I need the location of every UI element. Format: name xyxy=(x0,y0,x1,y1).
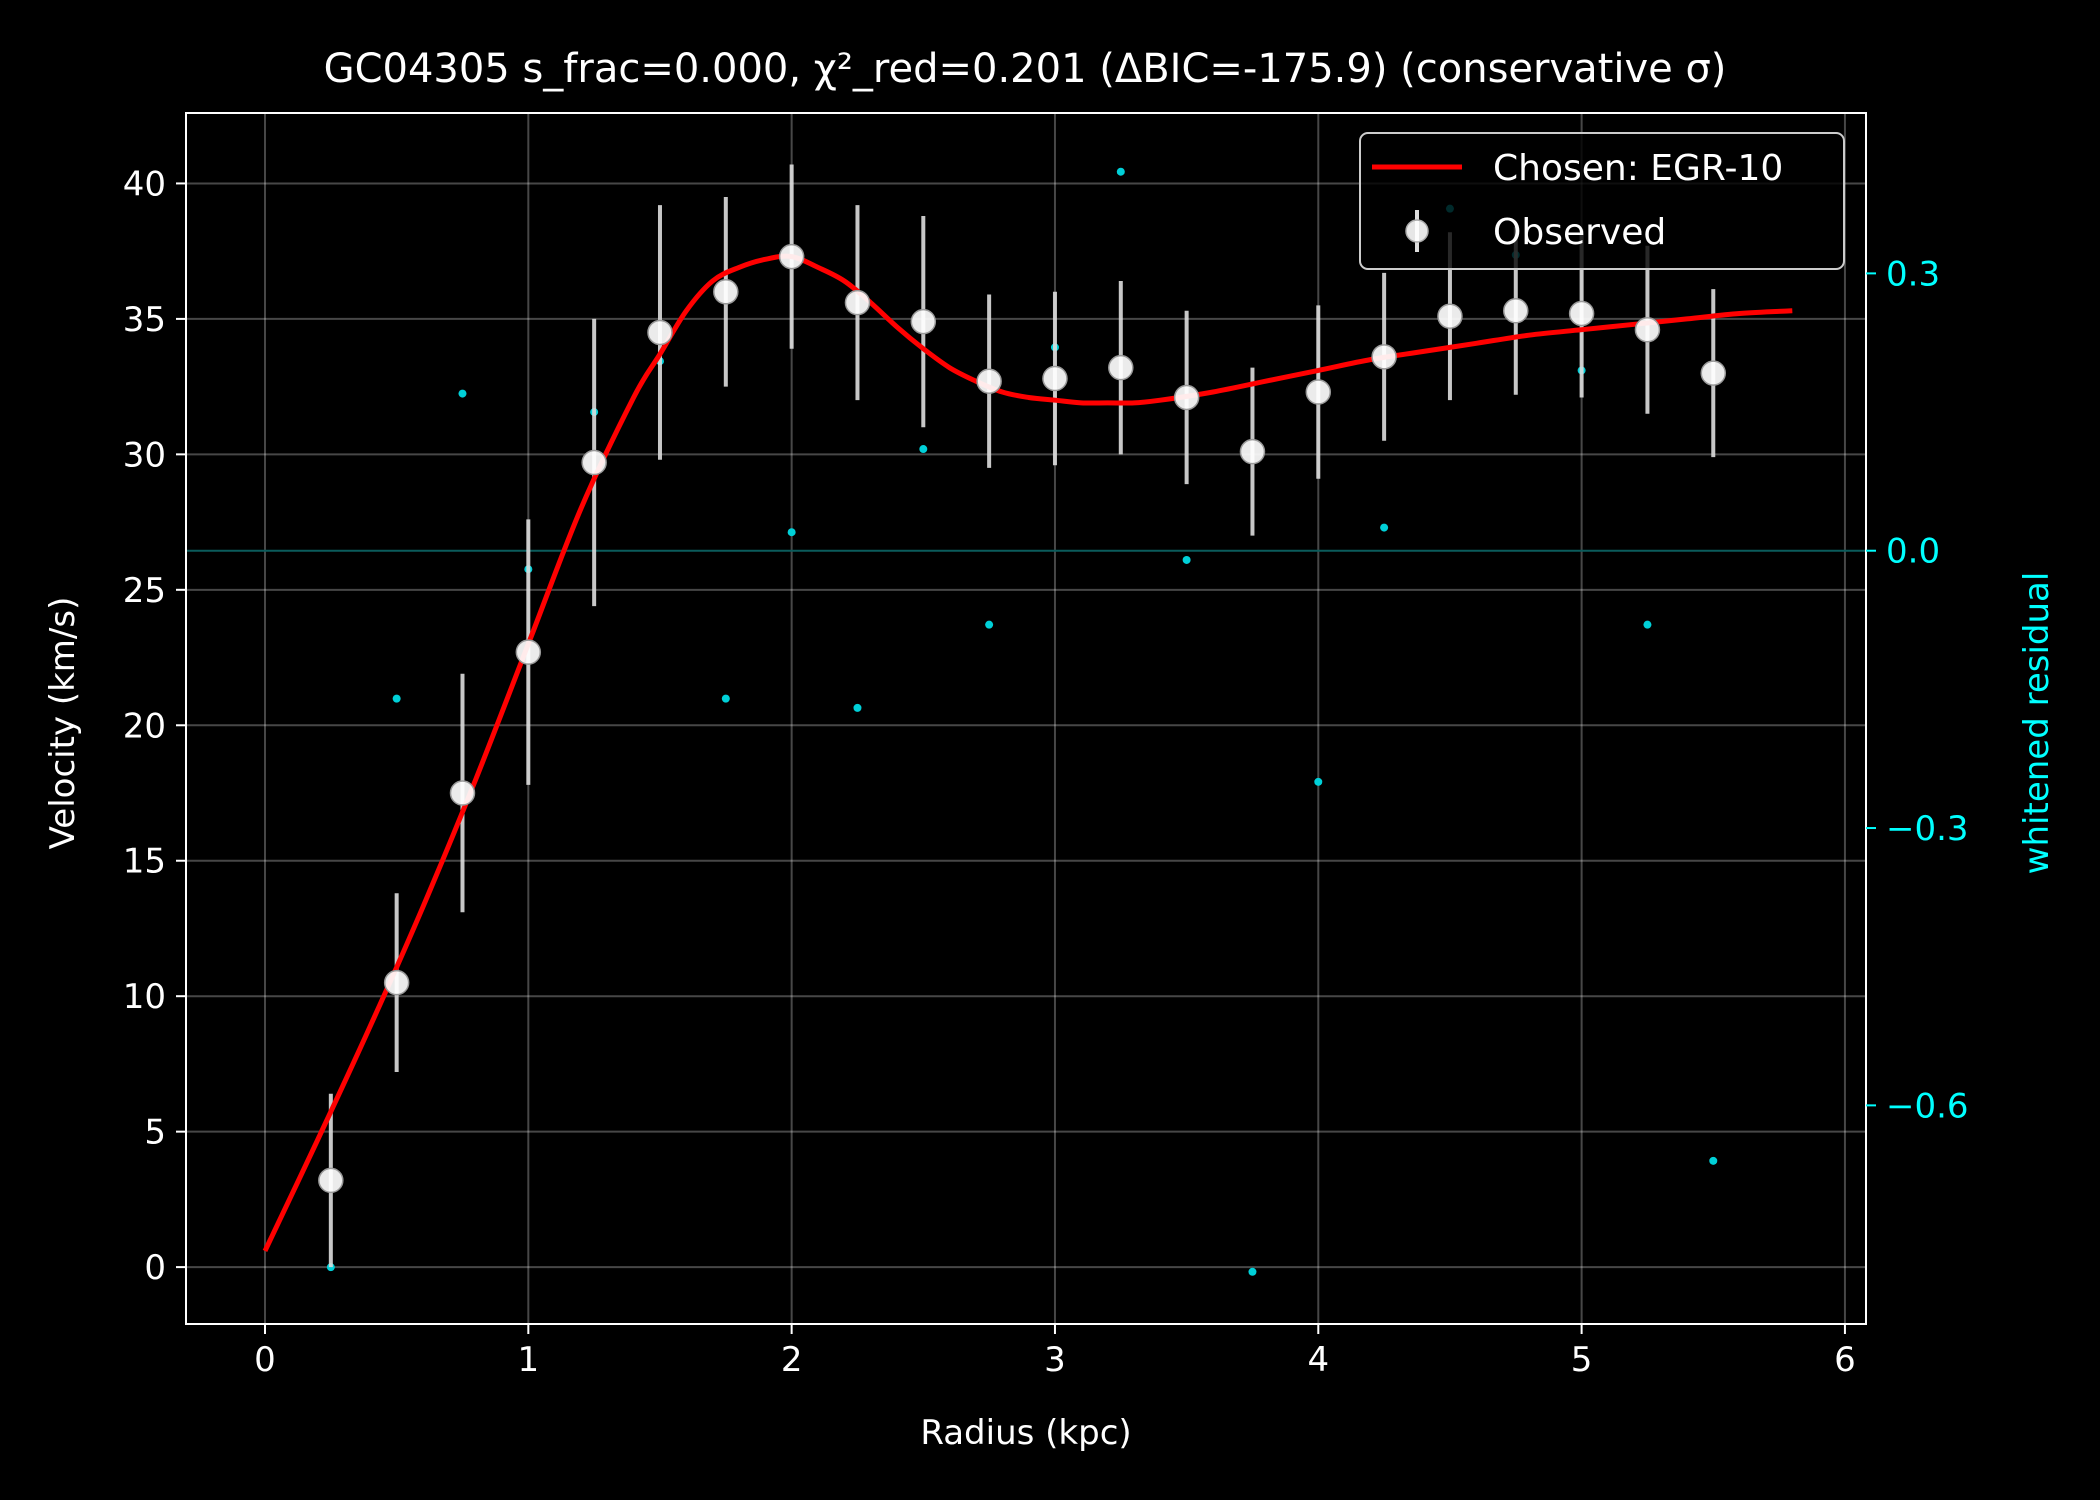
residual-point xyxy=(919,445,928,454)
observed-marker xyxy=(713,279,739,305)
observed-marker xyxy=(1042,365,1068,392)
observed-marker xyxy=(1239,438,1266,465)
observed-marker xyxy=(1503,298,1529,324)
residual-point xyxy=(1380,523,1389,532)
observed-marker xyxy=(778,243,805,270)
observed-marker xyxy=(647,319,673,346)
y-tick-label: 20 xyxy=(123,706,166,746)
observed-marker xyxy=(318,1167,344,1194)
residual-point xyxy=(1709,1156,1718,1165)
x-tick-label: 2 xyxy=(781,1340,803,1380)
x-tick-label: 4 xyxy=(1307,1340,1329,1380)
observed-marker xyxy=(449,780,476,806)
residual-point xyxy=(1116,167,1125,176)
residual-point xyxy=(1314,777,1323,786)
y-tick-label: 35 xyxy=(123,300,166,340)
legend-label-model: Chosen: EGR-10 xyxy=(1493,148,1783,189)
observed-marker xyxy=(1568,300,1595,327)
observed-marker xyxy=(910,308,937,335)
y-axis-ticks: 0 5 10 15 20 25 30 35 40 xyxy=(123,164,186,1288)
x-tick-label: 6 xyxy=(1834,1340,1856,1380)
y2-tick-label: 0.3 xyxy=(1886,254,1940,294)
y2-tick-label: −0.6 xyxy=(1886,1086,1969,1126)
y2-tick-label: 0.0 xyxy=(1886,532,1940,572)
x-tick-label: 0 xyxy=(254,1340,276,1380)
y-tick-label: 40 xyxy=(123,164,166,204)
y2-axis-ticks: 0.3 0.0 −0.3 −0.6 xyxy=(1866,254,1969,1126)
observed-marker xyxy=(1305,379,1332,405)
x-tick-label: 1 xyxy=(517,1340,539,1380)
x-axis-ticks: 0 1 2 3 4 5 6 xyxy=(254,1324,1856,1380)
observed-marker xyxy=(515,639,542,665)
x-axis-label: Radius (kpc) xyxy=(920,1413,1131,1453)
y-tick-label: 15 xyxy=(123,842,166,882)
observed-marker xyxy=(383,969,410,996)
plot-frame xyxy=(185,112,1867,1325)
observed-marker xyxy=(1700,360,1727,386)
y-tick-label: 5 xyxy=(144,1113,166,1153)
residual-point xyxy=(985,620,994,629)
residual-point xyxy=(1643,620,1652,629)
observed-marker xyxy=(1371,344,1397,370)
y-tick-label: 0 xyxy=(144,1248,166,1288)
legend-label-observed: Observed xyxy=(1493,212,1666,253)
observed-marker xyxy=(1108,354,1134,381)
residual-point xyxy=(1182,555,1191,564)
y-tick-label: 30 xyxy=(123,435,166,475)
residual-point xyxy=(721,694,730,703)
y-tick-label: 25 xyxy=(123,571,166,611)
y-axis-label: Velocity (km/s) xyxy=(43,597,83,850)
residual-point xyxy=(853,703,862,712)
legend-errorbar-swatch xyxy=(1405,210,1429,252)
legend: Chosen: EGR-10 Observed xyxy=(1359,132,1845,270)
observed-marker xyxy=(976,368,1002,394)
residual-point xyxy=(458,389,467,398)
chart-title: GC04305 s_frac=0.000, χ²_red=0.201 (ΔBIC… xyxy=(324,46,1727,92)
observed-marker xyxy=(1437,303,1463,329)
residual-point xyxy=(1248,1267,1257,1276)
x-tick-label: 3 xyxy=(1044,1340,1066,1380)
legend-box xyxy=(1359,132,1845,270)
y2-tick-label: −0.3 xyxy=(1886,809,1969,849)
residual-point xyxy=(787,528,796,537)
observed-marker xyxy=(1173,384,1200,411)
observed-markers xyxy=(318,243,1727,1194)
residual-point xyxy=(392,694,401,703)
y-tick-label: 10 xyxy=(123,977,166,1017)
observed-marker xyxy=(844,289,871,316)
observed-marker xyxy=(581,449,607,476)
y2-axis-label: whitened residual xyxy=(2017,572,2057,875)
x-tick-label: 5 xyxy=(1571,1340,1593,1380)
observed-marker xyxy=(1634,316,1661,343)
